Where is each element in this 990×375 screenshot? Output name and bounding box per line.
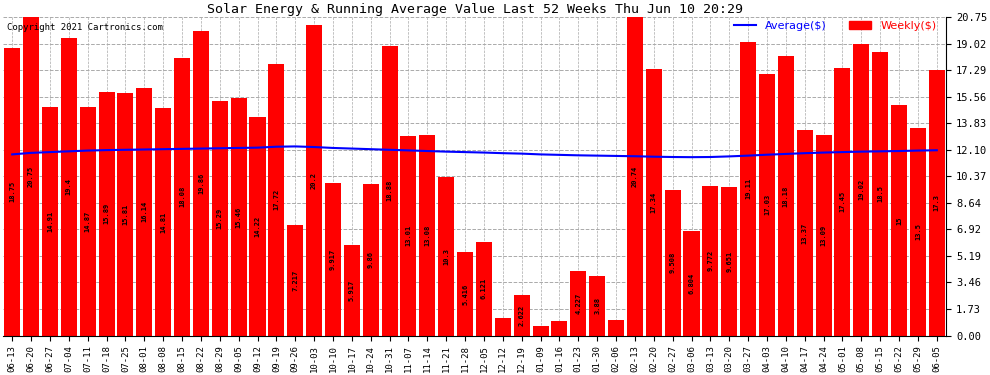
Text: 15.89: 15.89 (104, 203, 110, 224)
Bar (816, 135, 832, 336)
Text: 4.227: 4.227 (575, 292, 581, 314)
Text: 15.46: 15.46 (236, 206, 242, 228)
Text: 18.18: 18.18 (783, 185, 789, 207)
Text: 17.03: 17.03 (764, 194, 770, 216)
Bar (514, 296, 530, 336)
Text: 17.45: 17.45 (840, 191, 845, 212)
Text: 13.08: 13.08 (425, 225, 431, 246)
Text: 19.11: 19.11 (745, 178, 751, 200)
Text: 14.22: 14.22 (254, 216, 260, 237)
Bar (495, 318, 511, 336)
Text: 5.416: 5.416 (462, 284, 468, 304)
Text: 9.508: 9.508 (669, 252, 675, 273)
Text: 20.74: 20.74 (632, 166, 638, 187)
Bar (362, 184, 379, 336)
Bar (42, 107, 58, 336)
Text: 19.02: 19.02 (858, 179, 864, 200)
Bar (420, 135, 436, 336)
Bar (741, 42, 756, 336)
Text: 17.3: 17.3 (934, 194, 940, 211)
Legend: Average($), Weekly($): Average($), Weekly($) (730, 16, 940, 35)
Text: 7.217: 7.217 (292, 270, 298, 291)
Text: 6.804: 6.804 (688, 273, 695, 294)
Text: 20.75: 20.75 (28, 166, 34, 187)
Text: 2.622: 2.622 (519, 305, 525, 326)
Text: 18.5: 18.5 (877, 185, 883, 202)
Bar (608, 320, 624, 336)
Text: 16.14: 16.14 (142, 201, 148, 222)
Text: 13.01: 13.01 (406, 225, 412, 246)
Bar (137, 88, 152, 336)
Bar (929, 70, 944, 336)
Bar (853, 44, 869, 336)
Bar (344, 245, 360, 336)
Bar (872, 51, 888, 336)
Text: 9.772: 9.772 (708, 250, 714, 271)
Text: 18.08: 18.08 (179, 186, 185, 207)
Text: 18.88: 18.88 (387, 180, 393, 201)
Bar (551, 321, 567, 336)
Bar (60, 38, 77, 336)
Text: 14.81: 14.81 (160, 211, 166, 232)
Text: 9.651: 9.651 (727, 251, 733, 272)
Bar (231, 98, 247, 336)
Bar (99, 92, 115, 336)
Text: 14.91: 14.91 (47, 210, 52, 232)
Bar (570, 271, 586, 336)
Bar (797, 130, 813, 336)
Bar (476, 242, 492, 336)
Bar (249, 117, 265, 336)
Text: 9.917: 9.917 (330, 249, 336, 270)
Text: 3.88: 3.88 (594, 297, 600, 314)
Bar (910, 128, 926, 336)
Bar (23, 17, 39, 336)
Bar (287, 225, 303, 336)
Bar (722, 188, 738, 336)
Text: Copyright 2021 Cartronics.com: Copyright 2021 Cartronics.com (8, 23, 163, 32)
Bar (174, 58, 190, 336)
Bar (759, 74, 775, 336)
Bar (325, 183, 341, 336)
Text: 10.3: 10.3 (444, 248, 449, 265)
Text: 9.86: 9.86 (367, 251, 374, 268)
Bar (79, 107, 96, 336)
Bar (589, 276, 605, 336)
Bar (306, 26, 322, 336)
Bar (627, 17, 643, 336)
Text: 6.121: 6.121 (481, 278, 487, 299)
Text: 13.37: 13.37 (802, 222, 808, 244)
Bar (400, 136, 417, 336)
Title: Solar Energy & Running Average Value Last 52 Weeks Thu Jun 10 20:29: Solar Energy & Running Average Value Las… (207, 3, 742, 16)
Bar (4, 48, 20, 336)
Bar (193, 30, 209, 336)
Text: 17.72: 17.72 (273, 189, 279, 210)
Bar (835, 68, 850, 336)
Bar (268, 63, 284, 336)
Bar (664, 190, 681, 336)
Bar (457, 252, 473, 336)
Text: 14.87: 14.87 (85, 211, 91, 232)
Text: 19.86: 19.86 (198, 172, 204, 194)
Bar (891, 105, 907, 336)
Bar (439, 177, 454, 336)
Bar (381, 46, 398, 336)
Text: 17.34: 17.34 (650, 192, 656, 213)
Text: 13.09: 13.09 (821, 225, 827, 246)
Text: 5.917: 5.917 (348, 280, 354, 301)
Bar (212, 101, 228, 336)
Text: 15.29: 15.29 (217, 208, 223, 229)
Text: 13.5: 13.5 (915, 224, 921, 240)
Bar (683, 231, 700, 336)
Bar (533, 326, 548, 336)
Text: 15.81: 15.81 (123, 204, 129, 225)
Bar (645, 69, 661, 336)
Bar (155, 108, 171, 336)
Text: 20.2: 20.2 (311, 172, 317, 189)
Text: 19.4: 19.4 (65, 178, 72, 195)
Text: 18.75: 18.75 (9, 181, 15, 202)
Text: 15: 15 (896, 216, 902, 225)
Bar (702, 186, 719, 336)
Bar (118, 93, 134, 336)
Bar (778, 57, 794, 336)
